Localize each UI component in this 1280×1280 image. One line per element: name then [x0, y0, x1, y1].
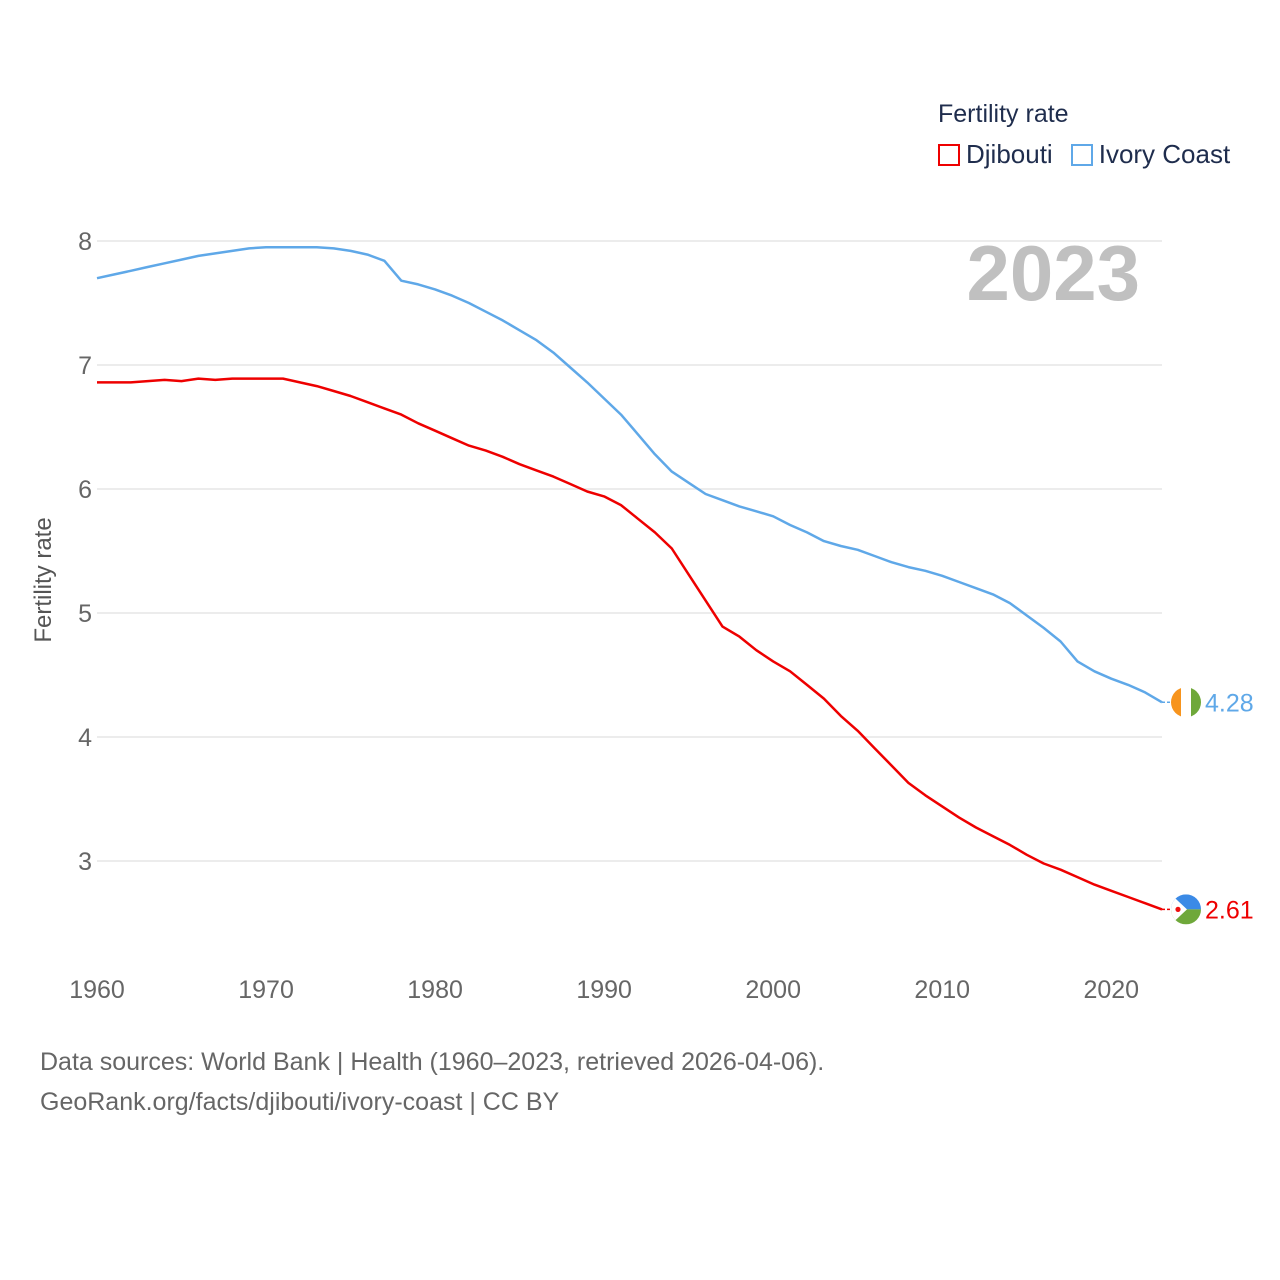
x-tick-label: 1990 — [576, 976, 632, 1004]
year-label: 2023 — [966, 229, 1140, 317]
attribution-link[interactable]: GeoRank.org/facts/djibouti/ivory-coast |… — [40, 1088, 560, 1116]
y-tick-label: 6 — [78, 476, 92, 504]
legend-swatch-ivory-coast — [1070, 143, 1093, 166]
ivory-coast-flag-icon — [1171, 687, 1201, 718]
y-tick-label: 3 — [78, 848, 92, 876]
legend-label-ivory-coast: Ivory Coast — [1098, 139, 1231, 169]
x-axis-ticks: 1960 1970 1980 1990 2000 2010 2020 — [69, 976, 1139, 1004]
x-tick-label: 1980 — [407, 976, 463, 1004]
djibouti-flag-icon — [1171, 894, 1201, 925]
legend-items: Djibouti Ivory Coast — [938, 139, 1248, 170]
series-line-djibouti — [97, 377, 1163, 911]
series-line-ivory-coast — [96, 245, 1163, 704]
legend-label-djibouti: Djibouti — [966, 139, 1053, 169]
x-tick-label: 2000 — [745, 976, 801, 1004]
y-tick-label: 5 — [78, 600, 92, 628]
series-layer — [96, 245, 1163, 911]
y-tick-label: 8 — [78, 228, 92, 256]
end-markers: 2.61 4.28 — [1162, 687, 1254, 925]
x-tick-label: 1970 — [238, 976, 294, 1004]
legend-swatch-djibouti — [938, 143, 960, 166]
x-tick-label: 2020 — [1083, 976, 1139, 1004]
legend-item-djibouti[interactable]: Djibouti — [938, 139, 1053, 170]
end-value-label-ivory-coast: 4.28 — [1205, 689, 1254, 717]
y-tick-label: 7 — [78, 352, 92, 380]
x-tick-label: 1960 — [69, 976, 125, 1004]
end-value-label-djibouti: 2.61 — [1205, 896, 1254, 924]
x-tick-label: 2010 — [914, 976, 970, 1004]
data-source-text: Data sources: World Bank | Health (1960–… — [40, 1048, 825, 1076]
legend-item-ivory-coast[interactable]: Ivory Coast — [1070, 139, 1231, 170]
legend-title: Fertility rate — [938, 100, 1069, 128]
y-tick-label: 4 — [78, 724, 92, 752]
footer: Data sources: World Bank | Health (1960–… — [40, 1042, 824, 1122]
grid-lines — [97, 240, 1162, 862]
y-axis-label: Fertility rate — [30, 517, 57, 642]
y-axis-ticks: 3 4 5 6 7 8 — [78, 228, 92, 876]
legend: Fertility rate Djibouti Ivory Coast — [938, 100, 1248, 170]
